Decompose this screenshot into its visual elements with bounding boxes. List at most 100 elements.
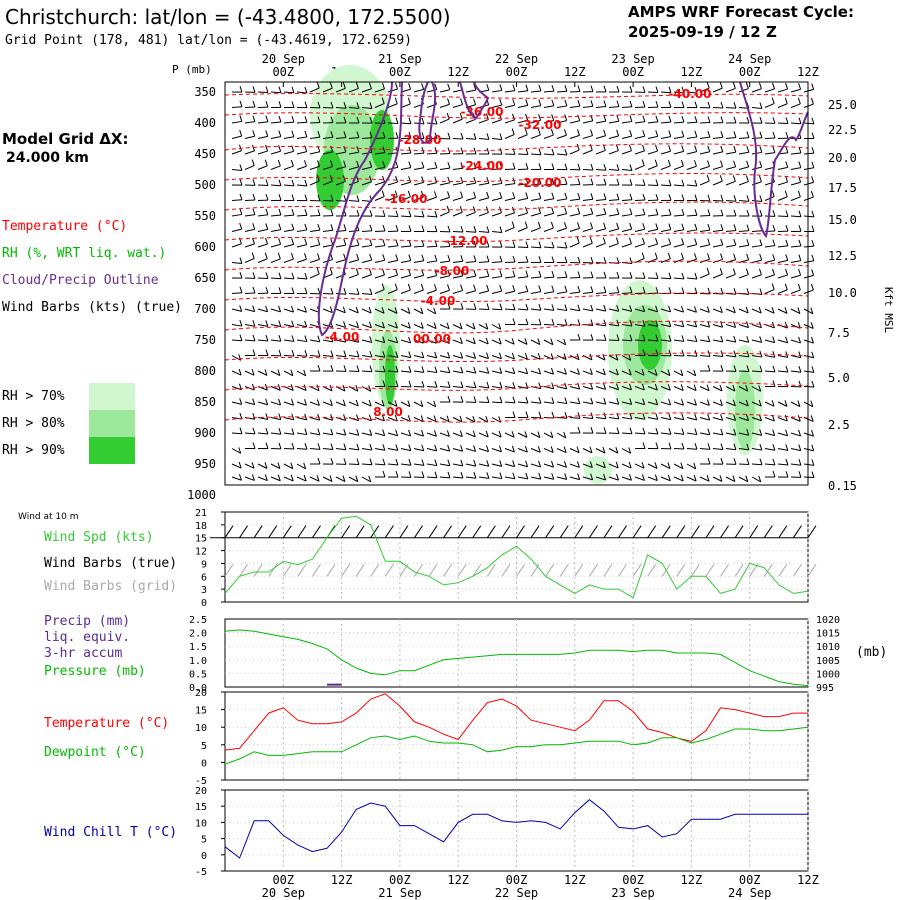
wind-barb-shaft	[504, 90, 515, 93]
wind-barb-shaft	[426, 275, 437, 279]
wind-barb-shaft	[790, 432, 801, 437]
wind-barb-shaft	[465, 260, 476, 263]
wind-barb-flag	[577, 222, 580, 229]
wind-barb-shaft	[595, 401, 606, 405]
wind-barb	[335, 399, 346, 407]
wind-barb-shaft	[621, 150, 632, 155]
wind-barb-shaft	[348, 386, 359, 392]
wind-barb-shaft	[309, 339, 320, 343]
wind-barb-flag	[472, 415, 476, 423]
wind-barb-shaft	[231, 339, 243, 342]
wind-barb-shaft	[270, 308, 281, 313]
wind-barb-shaft	[257, 214, 268, 217]
wind-barb	[530, 460, 542, 468]
legend-wind-barbs-true: Wind Barbs (true)	[44, 556, 177, 571]
wind-barb	[582, 207, 594, 217]
wind-barb-flag	[252, 237, 255, 245]
wind-barb-flag	[317, 443, 321, 450]
wind-barb-shaft	[556, 246, 567, 249]
wind-barb-flag	[707, 413, 711, 421]
wind-barb-flag	[343, 414, 347, 421]
wind-barb	[309, 194, 321, 202]
wind-barb-flag	[655, 115, 659, 122]
wind-barb-flag	[329, 268, 333, 275]
wind-barb-flag	[447, 471, 451, 479]
wind-barb-flag	[733, 102, 737, 109]
wind-barb	[270, 208, 282, 217]
wind-barb	[543, 473, 555, 480]
wind-barb-flag	[291, 442, 295, 450]
wind-barb-flag	[590, 100, 594, 107]
wind-barb-shaft	[309, 448, 321, 450]
wind-barb-flag	[746, 288, 750, 295]
wind-barb-shaft	[725, 386, 736, 392]
wind-barb-flag	[707, 145, 711, 152]
wind-barb	[517, 206, 529, 217]
wind-barb	[621, 129, 633, 139]
wind-barb	[465, 337, 476, 345]
wind-barb-shaft	[595, 448, 606, 454]
wind-barb-flag	[798, 210, 802, 217]
wind-barb-flag	[499, 191, 503, 199]
wind-barb-flag	[758, 475, 762, 483]
wind-barb-flag	[486, 191, 490, 199]
wind-barb	[413, 146, 425, 155]
wind-barb	[686, 428, 698, 436]
wind-barb-shaft	[803, 103, 814, 108]
wind-barb-flag	[355, 475, 359, 482]
wind-barb	[426, 132, 438, 140]
wind-barb-true	[414, 525, 423, 538]
bottom-tick-label: 00Z	[622, 873, 644, 887]
wind-barb-shaft	[673, 243, 684, 248]
wind-barb-shaft	[400, 339, 411, 344]
wind-barb-shaft	[296, 432, 307, 436]
wind-barb	[647, 427, 659, 435]
wind-barb	[283, 369, 294, 377]
wind-barb	[556, 271, 568, 279]
wind-barb-shaft	[426, 355, 437, 359]
wind-barb-flag	[603, 319, 607, 326]
wind-barb-flag	[681, 398, 684, 406]
wind-barb-flag	[811, 117, 815, 125]
wind-barb-flag	[421, 366, 425, 373]
wind-barb	[335, 306, 346, 314]
wind-barb	[530, 472, 542, 480]
wind-barb-shaft	[517, 339, 528, 345]
wind-barb-flag	[758, 175, 762, 182]
wind-barb	[439, 161, 451, 170]
wind-barb-flag	[512, 303, 516, 311]
wind-barb-shaft	[738, 166, 749, 170]
wind-barb	[595, 222, 607, 232]
wind-barb	[712, 116, 724, 124]
wind-barb-shaft	[543, 476, 554, 480]
wind-barb-shaft	[738, 308, 749, 314]
wind-barb-flag	[538, 84, 542, 92]
wind-barb-shaft	[764, 401, 775, 407]
wind-barb	[621, 237, 632, 248]
wind-barb-shaft	[556, 476, 567, 480]
wind-barb-flag	[577, 207, 581, 214]
wind-barb	[777, 210, 789, 218]
wind-barb-flag	[473, 396, 477, 403]
wind-barb-shaft	[348, 308, 359, 314]
wind-barb-shaft	[374, 245, 385, 248]
bottom-tick-label: 00Z	[272, 873, 294, 887]
wind-barb-flag	[551, 460, 554, 468]
wind-barb-flag	[706, 81, 710, 89]
wind-barb	[790, 336, 802, 344]
wind-barb-flag	[368, 475, 372, 483]
wind-barb	[543, 148, 555, 156]
wind-barb	[543, 397, 555, 404]
wind-barb-grid	[618, 564, 627, 577]
wind-barb	[530, 431, 541, 438]
wind-barb-shaft	[270, 243, 281, 248]
wind-barb-flag	[603, 412, 607, 419]
wind-barb-flag	[421, 83, 425, 90]
wind-barb	[674, 194, 685, 201]
wind-barb-flag	[798, 471, 802, 478]
wind-barb	[413, 190, 424, 201]
wind-barb-shaft	[608, 432, 620, 435]
wind-barb	[700, 457, 711, 465]
wind-barb	[634, 130, 646, 139]
wind-barb-flag	[382, 224, 386, 232]
